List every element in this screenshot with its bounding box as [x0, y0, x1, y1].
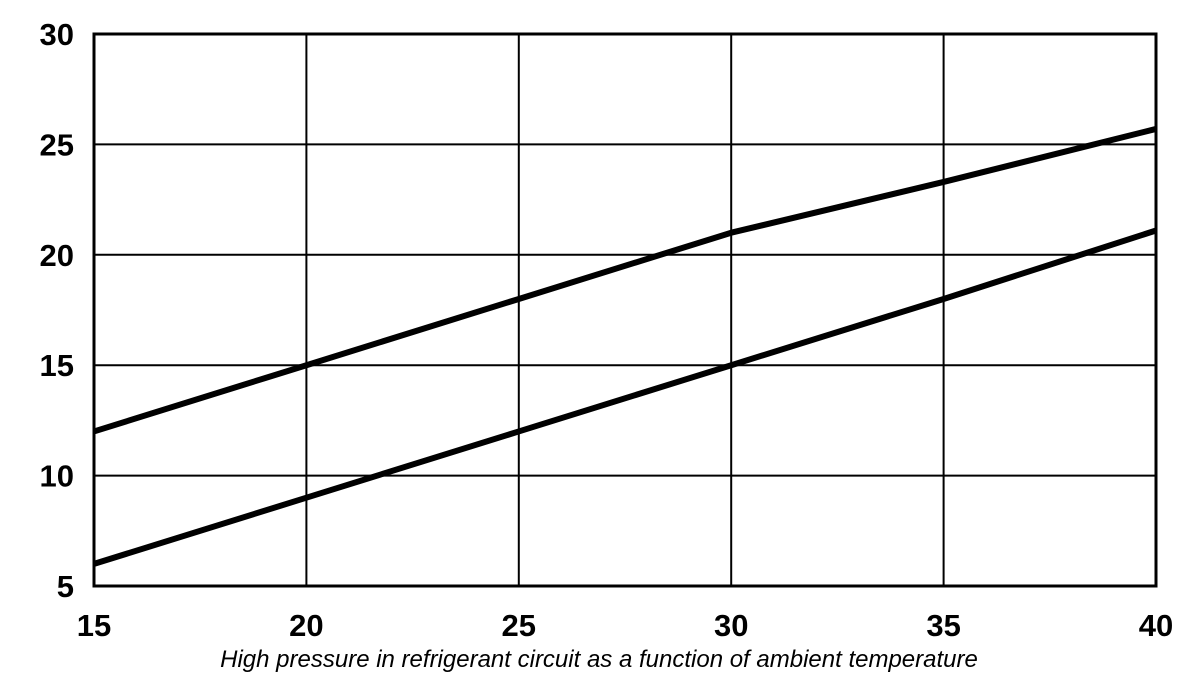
plot-frame — [92, 32, 1158, 588]
x-axis-ticks: 15 20 25 30 35 40 — [77, 608, 1173, 643]
grid — [93, 33, 1157, 587]
chart-caption: High pressure in refrigerant circuit as … — [220, 646, 978, 673]
y-tick-label: 20 — [40, 238, 74, 273]
y-tick-label: 25 — [40, 127, 74, 162]
series-layer — [93, 126, 1157, 567]
x-tick-label: 35 — [926, 608, 960, 643]
y-axis-ticks: 5 10 15 20 25 30 — [40, 17, 74, 604]
x-tick-label: 40 — [1139, 608, 1173, 643]
y-tick-label: 30 — [40, 17, 74, 52]
y-tick-label: 5 — [57, 569, 74, 604]
x-tick-label: 30 — [714, 608, 748, 643]
y-tick-label: 15 — [40, 348, 74, 383]
x-tick-label: 20 — [289, 608, 323, 643]
series-line-2 — [93, 227, 1157, 567]
x-tick-label: 15 — [77, 608, 111, 643]
series-line-1 — [93, 126, 1157, 435]
x-tick-label: 25 — [502, 608, 536, 643]
y-tick-label: 10 — [40, 459, 74, 494]
